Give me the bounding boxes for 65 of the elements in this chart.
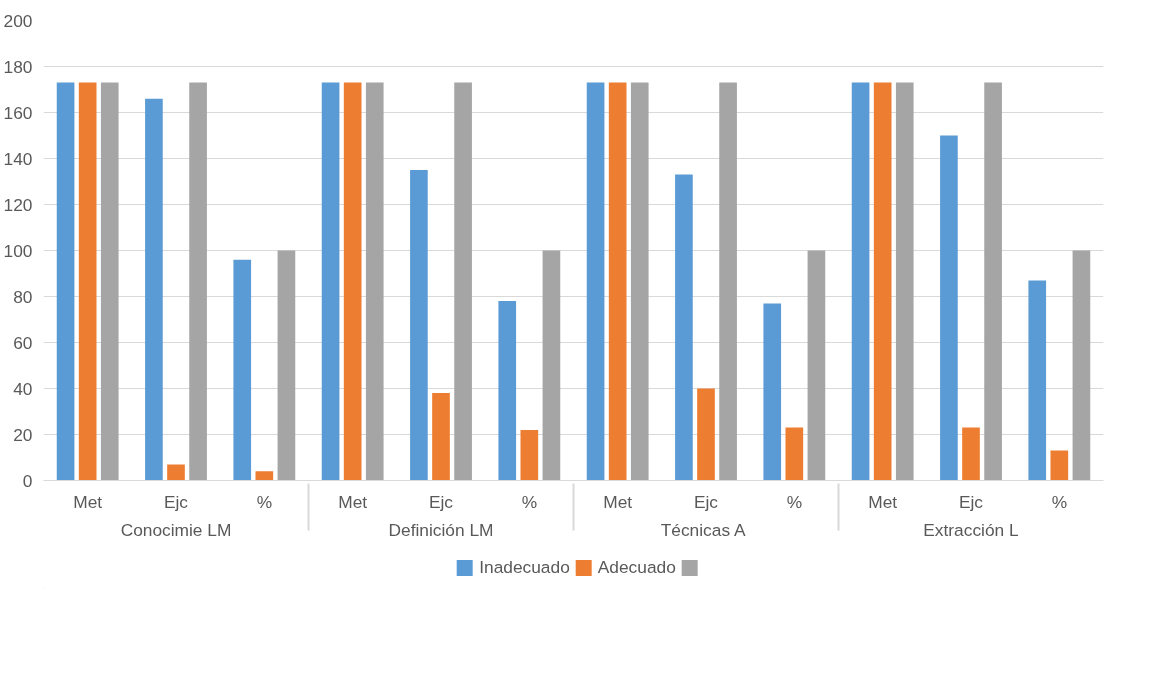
bar: [520, 429, 539, 481]
bar: [432, 393, 450, 481]
y-tick-label: 40: [13, 378, 33, 399]
bar: [56, 82, 75, 481]
bar: [498, 301, 517, 481]
x-tick-label: %: [786, 491, 803, 512]
bar: [542, 250, 561, 481]
x-tick-label: %: [256, 491, 273, 512]
x-tick-label: Ejc: [693, 491, 719, 512]
y-tick-label: 100: [3, 240, 33, 261]
bar: [785, 427, 804, 481]
x-tick-label: Met: [603, 491, 633, 512]
bar: [255, 471, 274, 481]
bar: [807, 250, 826, 481]
bar: [78, 82, 97, 481]
bar: [873, 82, 892, 481]
bar: [1050, 450, 1069, 481]
text: Técnicas A: [660, 519, 746, 540]
bar: [630, 82, 649, 481]
x-tick-label: Met: [73, 491, 103, 512]
text: Definición LM: [388, 519, 494, 540]
legend-label: Adecuado: [597, 556, 676, 578]
text: Conocimie LM: [120, 519, 232, 540]
bar: [454, 82, 472, 481]
x-tick-label: %: [521, 491, 538, 512]
bar: [343, 82, 362, 481]
y-tick-label: 180: [3, 56, 33, 77]
x-tick-label: Met: [338, 491, 368, 512]
bar: [675, 174, 693, 481]
x-tick-label: Ejc: [958, 491, 984, 512]
bar: [365, 82, 384, 481]
text: Extracción L: [923, 519, 1020, 540]
bar: [940, 135, 958, 481]
x-tick-label: %: [1051, 491, 1068, 512]
y-tick-label: 60: [13, 332, 33, 353]
x-tick-label: Ejc: [163, 491, 189, 512]
bar: [277, 250, 296, 481]
bar: [608, 82, 627, 481]
y-tick-label: 160: [3, 102, 33, 123]
bar: [962, 427, 980, 481]
bar: [763, 303, 782, 481]
bar: [984, 82, 1002, 481]
bar: [321, 82, 340, 481]
y-tick-label: 80: [13, 286, 33, 307]
bar: [189, 82, 207, 481]
y-tick-label: 200: [3, 10, 33, 31]
bar: [851, 82, 870, 481]
bar: [167, 464, 185, 481]
bar: [719, 82, 737, 481]
bar: [586, 82, 605, 481]
y-tick-label: 20: [13, 424, 33, 445]
y-tick-label: 140: [3, 148, 33, 169]
bar: [233, 259, 252, 481]
bar: [410, 170, 428, 481]
legend-label: Inadecuado: [479, 556, 570, 578]
bar: [1028, 280, 1047, 481]
y-tick-label: 120: [3, 194, 33, 215]
x-tick-label: Ejc: [428, 491, 454, 512]
bar: [1072, 250, 1091, 481]
bar: [895, 82, 914, 481]
y-tick-label: 0: [22, 470, 33, 491]
x-tick-label: Met: [868, 491, 898, 512]
bar: [100, 82, 119, 481]
bar: [697, 388, 715, 481]
bar: [145, 98, 163, 481]
